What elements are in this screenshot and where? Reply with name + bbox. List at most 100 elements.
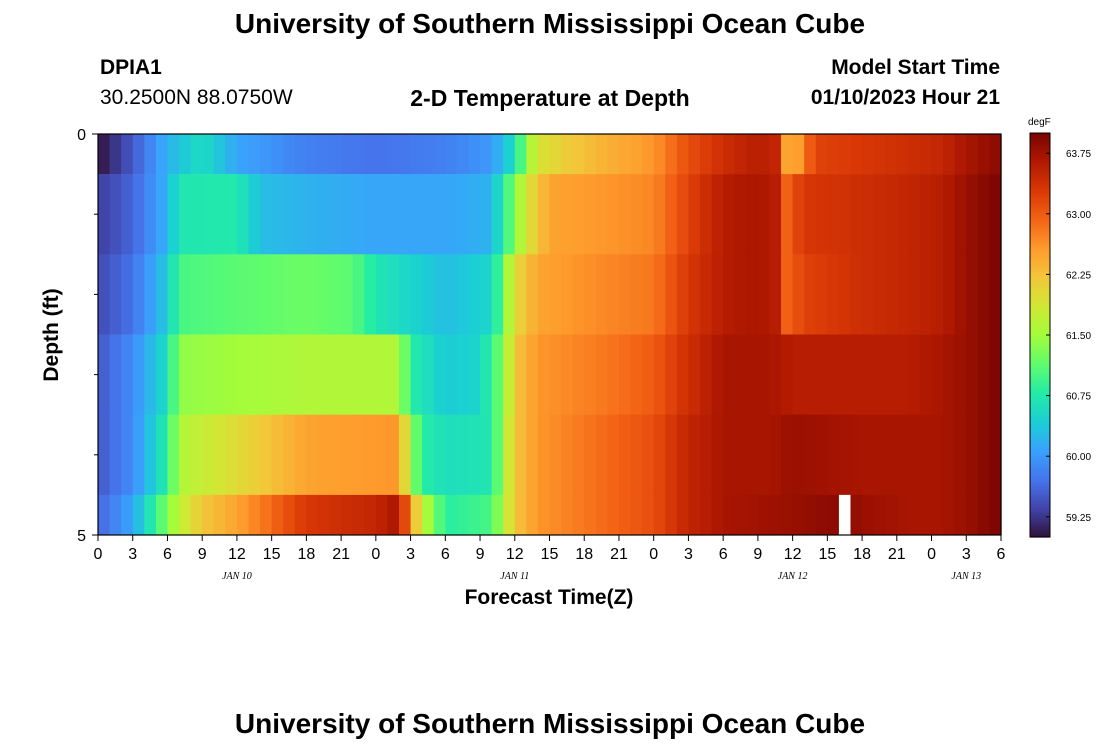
heatmap-cell <box>896 414 909 496</box>
colorbar-band <box>1030 309 1050 313</box>
heatmap-cell <box>642 334 655 415</box>
date-label: JAN 11 <box>500 571 529 582</box>
heatmap-cell <box>711 174 724 255</box>
heatmap-cell <box>781 174 794 255</box>
colorbar-band <box>1030 501 1050 505</box>
heatmap-cell <box>688 494 701 536</box>
heatmap-cell <box>526 494 539 536</box>
colorbar-tick-label: 62.25 <box>1066 270 1091 281</box>
x-tick-label: 21 <box>888 546 906 563</box>
heatmap-cell <box>526 254 539 335</box>
heatmap-cell <box>306 134 319 175</box>
heatmap-cell <box>966 414 979 496</box>
colorbar-band <box>1030 150 1050 154</box>
heatmap-cell <box>781 134 794 175</box>
heatmap-cell <box>132 414 145 496</box>
colorbar-band <box>1030 423 1050 427</box>
colorbar-band <box>1030 388 1050 392</box>
colorbar-band <box>1030 534 1050 538</box>
heatmap-cell <box>584 174 597 255</box>
x-tick-label: 21 <box>610 546 628 563</box>
colorbar-band <box>1030 216 1050 220</box>
heatmap-cell <box>375 494 389 536</box>
heatmap-cell <box>561 174 574 255</box>
heatmap-cell <box>109 334 122 415</box>
colorbar-band <box>1030 405 1050 409</box>
heatmap-cell <box>329 334 342 415</box>
heatmap-cell <box>919 134 933 175</box>
heatmap-cell <box>480 174 493 255</box>
heatmap-cell <box>989 174 1002 255</box>
station-id: DPIA1 <box>100 56 162 79</box>
heatmap-cell <box>121 414 134 496</box>
footer-title: University of Southern Mississippi Ocean… <box>234 708 866 739</box>
heatmap-cell <box>561 334 574 415</box>
colorbar-band <box>1030 395 1050 399</box>
colorbar-band <box>1030 201 1050 205</box>
heatmap-cell <box>190 134 203 175</box>
heatmap-cell <box>989 414 1002 496</box>
colorbar-band <box>1030 143 1050 147</box>
colorbar-band <box>1030 297 1050 301</box>
colorbar-band <box>1030 168 1050 172</box>
heatmap-cell <box>329 174 342 255</box>
heatmap-cell <box>700 334 713 415</box>
heatmap-cell <box>630 414 643 496</box>
heatmap-cell <box>422 134 435 175</box>
heatmap-cell <box>827 254 840 335</box>
heatmap-cell <box>503 254 516 335</box>
heatmap-cell <box>537 414 551 496</box>
colorbar-band <box>1030 135 1050 139</box>
colorbar-band <box>1030 380 1050 384</box>
colorbar-band <box>1030 289 1050 293</box>
heatmap-cell <box>167 254 180 335</box>
heatmap-cell <box>665 174 678 255</box>
colorbar-band <box>1030 196 1050 200</box>
colorbar-tick-label: 63.00 <box>1066 210 1091 221</box>
colorbar-band <box>1030 489 1050 493</box>
heatmap-cell <box>676 254 690 335</box>
heatmap-cell <box>213 174 226 255</box>
x-tick-label: 15 <box>541 546 559 563</box>
colorbar-band <box>1030 521 1050 525</box>
heatmap-cell <box>294 174 307 255</box>
heatmap-cell <box>329 414 342 496</box>
heatmap-cell <box>283 134 296 175</box>
heatmap-cell <box>688 174 701 255</box>
heatmap-cell <box>931 174 944 255</box>
heatmap-cell <box>144 414 157 496</box>
heatmap-cell <box>954 414 967 496</box>
heatmap-cell <box>271 414 284 496</box>
heatmap-cell <box>213 414 226 496</box>
heatmap-cell <box>665 414 678 496</box>
colorbar-band <box>1030 276 1050 281</box>
heatmap-cell <box>317 494 331 536</box>
heatmap-cell <box>144 494 157 536</box>
heatmap-cell <box>595 254 608 335</box>
colorbar-band <box>1030 284 1050 288</box>
heatmap-cell <box>943 174 956 255</box>
colorbar-band <box>1030 418 1050 422</box>
heatmap-cell <box>503 494 516 536</box>
heatmap-cell <box>561 414 574 496</box>
heatmap-cell <box>862 334 875 415</box>
heatmap-cell <box>456 334 470 415</box>
heatmap-cell <box>236 134 250 175</box>
colorbar-band <box>1030 461 1050 465</box>
heatmap-cell <box>919 494 933 536</box>
heatmap-cell <box>757 174 771 255</box>
chart-title: 2-D Temperature at Depth <box>410 85 690 111</box>
colorbar-band <box>1030 312 1050 316</box>
colorbar-band <box>1030 360 1050 364</box>
heatmap-cell <box>792 414 805 496</box>
heatmap-cell <box>966 254 979 335</box>
heatmap-cell <box>456 254 470 335</box>
heatmap-cell <box>862 414 875 496</box>
heatmap-cell <box>792 174 805 255</box>
heatmap-cell <box>688 134 701 175</box>
heatmap-cell <box>757 414 771 496</box>
heatmap-cell <box>98 334 111 415</box>
heatmap-cell <box>896 134 909 175</box>
heatmap-cell <box>109 254 122 335</box>
